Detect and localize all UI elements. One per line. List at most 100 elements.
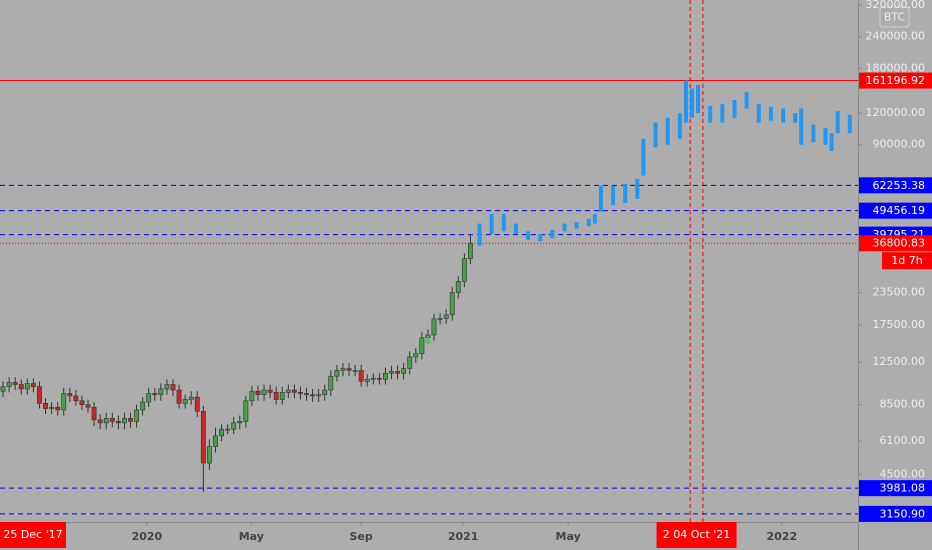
candle-body [346,368,352,371]
projection-bar [592,213,597,224]
candle-body [219,428,224,437]
candle-body [73,395,79,402]
candle-body [24,383,30,390]
candle-body [310,394,316,397]
candle-body [316,394,322,397]
projection-bar [708,105,713,123]
candle-body [213,435,218,447]
candle-body [134,409,140,422]
candle-body [55,406,61,411]
candle-body [449,292,455,316]
y-tick-label: 23500.00 [873,286,926,299]
projection-bar [489,213,494,235]
projection-bar [562,223,567,232]
projection-bar [835,111,840,134]
projection-bar [635,178,640,199]
candle-body [413,353,419,358]
candle-body [18,384,24,390]
y-tick-label: 120000.00 [866,106,926,119]
projection-bar [586,218,591,227]
start-label-box [0,522,66,548]
candle-body [30,383,36,388]
candle-body [255,390,261,395]
candle-body [182,399,188,404]
projection-bar [768,106,773,121]
price-label: 3981.08 [880,482,926,495]
candle-body [164,384,170,390]
candle-body [115,421,121,424]
y-tick-label: 180000.00 [866,61,926,74]
candle-body [340,368,346,371]
candle-body [455,281,461,293]
signal-marker [423,335,432,343]
projection-bar [550,229,555,239]
candle-body [146,393,152,403]
price-label-box [859,177,932,194]
projection-bar [501,213,506,232]
candle-body [376,377,382,380]
price-label-box [859,505,932,522]
candle-body [91,406,97,421]
x-tick-label: 2020 [132,530,163,543]
candle-body [188,396,194,400]
candle-body [334,370,340,377]
candle-body [176,389,182,404]
projection-bar [732,100,737,118]
projection-bar [744,92,749,109]
price-label-box [859,202,932,219]
projection-bar [641,138,646,176]
candle-body [152,393,158,395]
projection-bar [513,223,518,235]
projection-bar [611,185,616,206]
candle-body [383,372,388,380]
candle-body [261,389,267,395]
y-tick-label: 6100.00 [880,434,926,447]
candle-body [461,258,467,282]
start-label: 25 Dec '17 [3,528,62,541]
symbol-box [879,6,910,28]
y-tick-label: 12500.00 [873,355,926,368]
candle-body [158,388,164,395]
candle-body [395,371,401,374]
candle-body [122,418,127,424]
candle-body [370,377,376,380]
candle-body [407,356,413,369]
candle-body [6,382,12,388]
price-label: 62253.38 [873,179,926,192]
projection-bar [720,104,725,123]
projection-bar [598,185,603,212]
projection-bar [538,234,543,242]
candle-body [249,390,255,402]
projection-bar [653,122,658,148]
projection-bar [683,80,688,123]
symbol: BTC [884,11,906,24]
candle-body [243,400,249,422]
projection-bar [677,113,682,139]
cursor-label-box [656,522,737,548]
price-label-box [859,480,932,497]
price-label-box [859,235,932,252]
x-tick-label: 2021 [448,530,479,543]
candle-body [437,318,443,320]
candle-body [128,418,133,422]
candle-body [103,418,109,424]
x-tick-label: May [239,530,264,543]
candle-body [97,419,103,424]
candle-body [401,368,407,374]
countdown-box [882,252,932,270]
x-tick-label: 2022 [767,530,798,543]
y-tick-label: 17500.00 [873,318,926,331]
y-tick-label: 240000.00 [866,30,926,43]
candle-body [298,392,303,394]
candle-body [389,371,394,374]
projection-bar [696,84,701,114]
candle-body [231,422,237,430]
candle-body [443,314,449,319]
candle-body [200,410,206,464]
candle-body [468,242,473,259]
candle-body [304,393,309,395]
candle-body [431,318,437,336]
candle-body [364,378,370,382]
candle-body [279,392,285,400]
